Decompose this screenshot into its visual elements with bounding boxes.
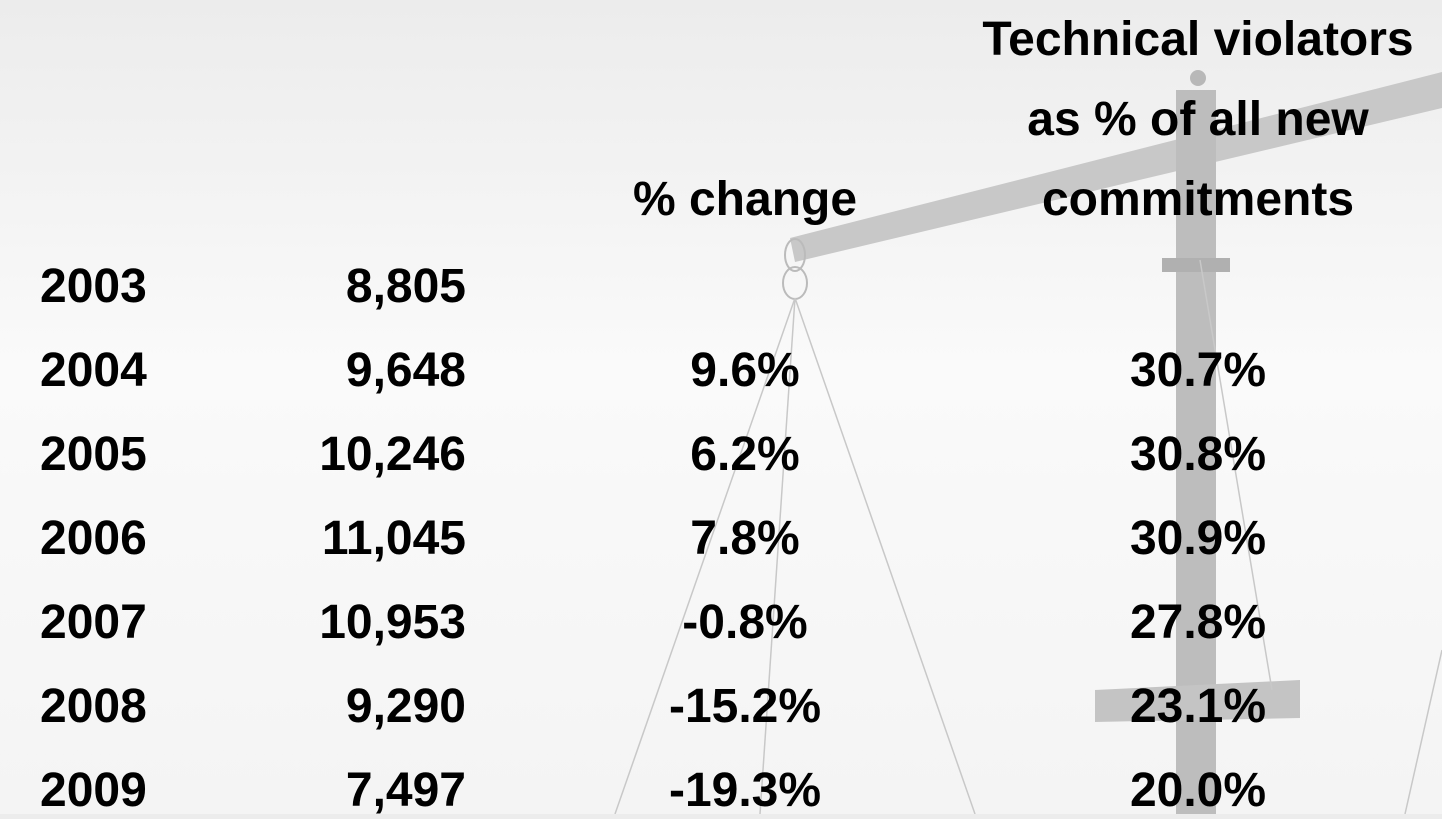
column-header: commitments [1041,173,1355,226]
year-cell: 2006 [40,512,147,565]
change-cell: 9.6% [690,344,800,397]
column-header: as % of all new [1027,93,1369,146]
scale-collar [1162,258,1230,272]
change-cell: 7.8% [690,512,800,565]
change-cell: -19.3% [668,764,822,817]
share-cell: 30.8% [1129,428,1267,481]
year-cell: 2005 [40,428,147,481]
year-cell: 2008 [40,680,147,733]
year-cell: 2004 [40,344,147,397]
year-cell: 2007 [40,596,147,649]
count-cell: 7,497 [345,764,466,817]
scale-strings [614,259,1442,814]
year-cell: 2009 [40,764,147,817]
count-cell: 9,290 [345,680,466,733]
count-cell: 10,953 [319,596,466,649]
scale-beam [790,72,1442,262]
share-cell: 23.1% [1129,680,1267,733]
count-cell: 8,805 [345,260,466,313]
share-cell: 30.9% [1129,512,1267,565]
change-cell: -0.8% [682,596,808,649]
change-cell: 6.2% [690,428,800,481]
change-cell: -15.2% [668,680,822,733]
share-cell: 27.8% [1129,596,1267,649]
column-header: % change [632,173,858,226]
share-cell: 30.7% [1129,344,1267,397]
scale-base [1095,680,1300,722]
count-cell: 11,045 [321,512,466,565]
scale-pivot [1190,70,1206,86]
year-cell: 2003 [40,260,147,313]
count-cell: 9,648 [345,344,466,397]
count-cell: 10,246 [319,428,466,481]
column-header: Technical violators [982,13,1414,66]
share-cell: 20.0% [1129,764,1267,817]
